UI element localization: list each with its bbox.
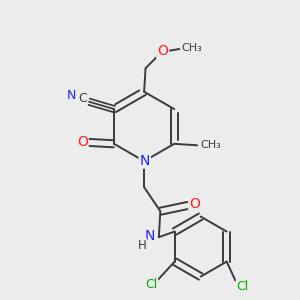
Text: O: O [189,197,200,211]
Text: Cl: Cl [237,280,249,292]
Text: N: N [140,154,150,168]
Text: O: O [77,135,88,149]
Text: CH₃: CH₃ [182,43,202,53]
Text: C: C [78,92,87,105]
Text: O: O [157,44,168,58]
Text: H: H [137,239,146,252]
Text: Cl: Cl [145,278,157,291]
Text: CH₃: CH₃ [200,140,221,150]
Text: N: N [67,89,76,102]
Text: N: N [145,229,155,243]
